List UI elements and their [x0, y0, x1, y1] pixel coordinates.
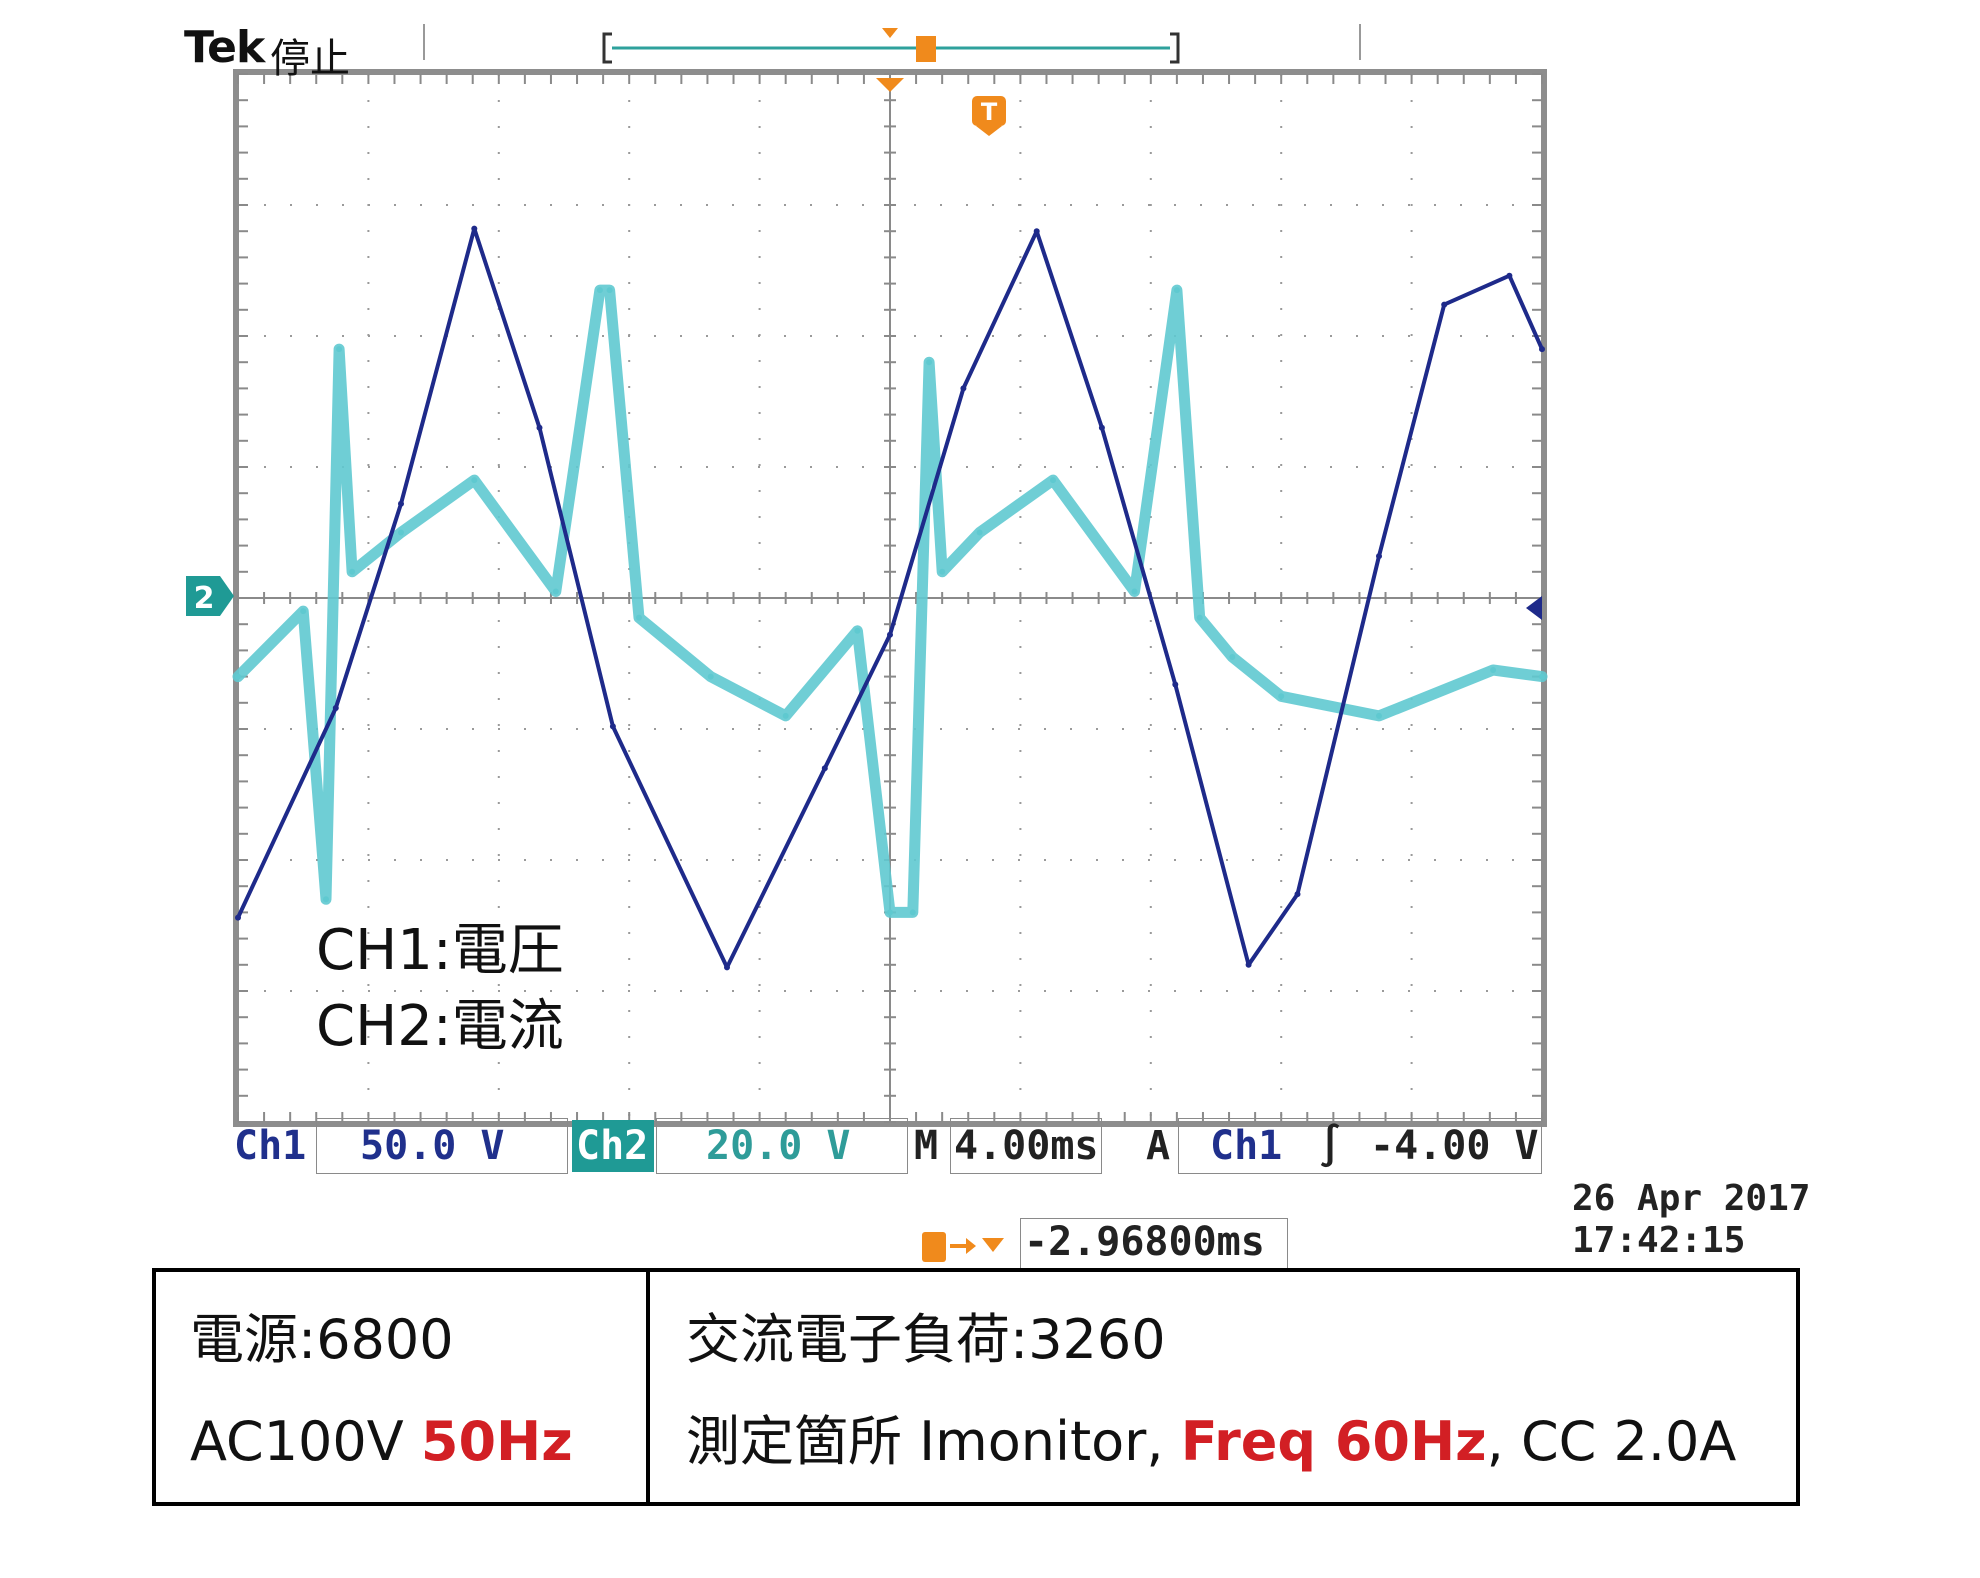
- ch2-data-point: [854, 627, 861, 634]
- ch1-data-point: [887, 631, 893, 638]
- trigger-level-arrow-icon: [1526, 596, 1542, 620]
- ch2-data-point: [1539, 673, 1545, 680]
- ch2-data-point: [300, 608, 307, 615]
- ch2-data-point: [596, 287, 603, 294]
- power-source-model: 電源:6800: [190, 1308, 454, 1371]
- trigger-offset-value: -2.96800ms: [1024, 1219, 1265, 1265]
- ch2-data-point: [976, 529, 983, 536]
- ch2-data-point: [336, 346, 343, 353]
- ch1-data-point: [724, 964, 730, 971]
- trigger-offset-icon: [922, 1232, 1004, 1262]
- ch1-data-point: [1098, 424, 1105, 431]
- power-source-frequency: 50Hz: [420, 1410, 573, 1473]
- ch1-label[interactable]: Ch1: [234, 1123, 307, 1169]
- annotation-ch1: CH1:電圧: [316, 918, 564, 983]
- load-frequency: Freq 60Hz: [1180, 1410, 1487, 1473]
- trigger-position-icon: [876, 78, 904, 92]
- ch2-data-point: [323, 896, 329, 903]
- ch1-data-point: [609, 723, 616, 730]
- ch2-data-point: [471, 477, 478, 484]
- ch2-ground-label: 2: [194, 581, 215, 616]
- ch1-data-point: [1539, 346, 1545, 353]
- measurement-point: 測定箇所 Imonitor, Freq 60Hz, CC 2.0A: [686, 1410, 1736, 1474]
- ch1-data-point: [1376, 553, 1382, 560]
- info-table: [152, 1268, 1800, 1506]
- power-source-setting: AC100V 50Hz: [190, 1410, 573, 1474]
- ch1-data-point: [398, 500, 404, 507]
- ch2-data-point: [398, 529, 404, 536]
- ac-load-model: 交流電子負荷:3260: [686, 1308, 1166, 1371]
- ch2-ground-marker-icon: 2: [186, 576, 234, 616]
- trigger-channel: Ch1: [1210, 1123, 1283, 1169]
- ch2-data-point: [782, 712, 789, 719]
- ch2-current-trace: [232, 284, 1548, 918]
- ch2-scale-box[interactable]: [656, 1118, 908, 1174]
- ch1-data-point: [821, 765, 828, 772]
- ch2-label[interactable]: Ch2: [576, 1123, 649, 1169]
- trace-layer: [232, 225, 1548, 971]
- ch2-data-point: [1278, 693, 1285, 700]
- ch2-data-point: [606, 287, 613, 294]
- ch1-data-point: [235, 914, 241, 921]
- brand-label: Tek: [184, 22, 265, 73]
- timestamp-date: 26 Apr 2017: [1572, 1178, 1811, 1219]
- trigger-slope-icon: ∫: [1318, 1123, 1343, 1169]
- ch2-data-point: [707, 673, 714, 680]
- timestamp-time: 17:42:15: [1572, 1220, 1746, 1261]
- ch2-label-background: [572, 1120, 654, 1172]
- ch2-data-point: [926, 359, 933, 366]
- acquisition-state: 停止: [270, 36, 350, 82]
- ch2-data-point: [552, 588, 559, 595]
- graticule-grid: [237, 73, 1543, 1123]
- ch1-data-point: [471, 225, 478, 232]
- ch1-scale: 50.0 V: [360, 1123, 505, 1169]
- timebase-value: 4.00ms: [954, 1123, 1099, 1169]
- trigger-mode-label: A: [1146, 1123, 1171, 1169]
- ch2-data-point: [349, 568, 356, 575]
- power-source-voltage: AC100V: [190, 1410, 421, 1473]
- ch2-data-point: [909, 909, 916, 916]
- trigger-marker-icon: T: [972, 96, 1006, 136]
- record-bar: [423, 24, 1361, 64]
- ch2-data-point: [1490, 667, 1497, 673]
- ch1-data-point: [1033, 228, 1040, 235]
- ch2-data-point: [887, 909, 893, 916]
- measurement-location: 測定箇所 Imonitor,: [686, 1410, 1181, 1473]
- trigger-level: -4.00 V: [1370, 1123, 1539, 1169]
- ch2-scale: 20.0 V: [706, 1123, 851, 1169]
- ch1-data-point: [960, 385, 967, 392]
- ch1-data-point: [536, 424, 543, 431]
- ch1-data-point: [332, 705, 339, 711]
- info-table-divider: [646, 1268, 650, 1506]
- ch2-data-point: [1376, 712, 1382, 719]
- ch2-data-point: [1196, 614, 1203, 621]
- ch2-data-point: [235, 673, 241, 680]
- ch1-data-point: [1172, 681, 1179, 688]
- ch1-data-point: [1441, 301, 1448, 308]
- ch2-data-point: [636, 614, 642, 621]
- timebase-box[interactable]: [950, 1118, 1102, 1174]
- ch2-data-point: [1131, 588, 1138, 595]
- ch1-data-point: [1294, 891, 1301, 898]
- load-current-mode: , CC 2.0A: [1486, 1410, 1737, 1473]
- trigger-box[interactable]: [1178, 1118, 1542, 1174]
- ch1-data-point: [1245, 961, 1252, 968]
- ch2-data-point: [1229, 654, 1236, 660]
- timebase-label: M: [914, 1123, 939, 1169]
- trigger-marker-label: T: [981, 98, 998, 126]
- ch2-data-point: [1173, 287, 1180, 294]
- ch2-data-point: [939, 568, 946, 575]
- annotation-ch2: CH2:電流: [316, 994, 564, 1059]
- ch2-data-point: [1050, 477, 1056, 484]
- ch1-scale-box[interactable]: [316, 1118, 568, 1174]
- ch1-data-point: [1506, 272, 1513, 279]
